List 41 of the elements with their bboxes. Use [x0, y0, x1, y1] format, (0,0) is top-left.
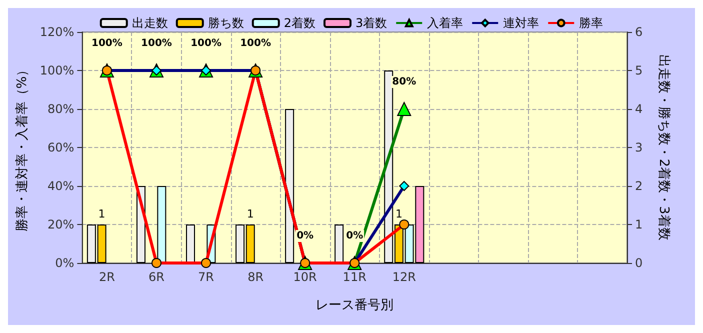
legend-label: 入着率 — [427, 16, 464, 30]
y-tick-label: 0% — [55, 256, 74, 270]
legend-label: 勝率 — [579, 16, 604, 30]
data-label: 100% — [190, 38, 222, 49]
y2-tick-label: 3 — [635, 140, 643, 154]
x-tick-label: 7R — [198, 270, 214, 284]
y2-tick-label: 1 — [635, 218, 643, 232]
legend-label: 連対率 — [503, 16, 540, 30]
data-label: 0% — [296, 230, 314, 242]
legend-label: 勝ち数 — [208, 16, 244, 30]
y2-tick-label: 4 — [635, 102, 643, 116]
legend-label: 3着数 — [356, 16, 388, 30]
data-label: 100% — [141, 38, 172, 49]
x-axis-title: レース番号別 — [316, 298, 394, 313]
legend-label: 出走数 — [132, 16, 168, 30]
x-tick-label: 6R — [148, 270, 164, 284]
y-tick-label: 60% — [48, 140, 74, 154]
x-tick-label: 2R — [98, 270, 115, 284]
y-tick-label: 40% — [48, 179, 74, 193]
data-label: 1 — [98, 208, 106, 220]
x-tick-label: 8R — [248, 270, 264, 284]
y-tick-label: 120% — [40, 25, 74, 39]
y2-tick-label: 0 — [635, 256, 643, 270]
data-label: 0% — [346, 230, 364, 242]
x-tick-label: 10R — [293, 270, 317, 284]
data-label: 80% — [392, 76, 416, 88]
y-tick-label: 100% — [40, 64, 74, 78]
x-tick-label: 11R — [342, 270, 366, 284]
y-axis-title: 勝率・連対率・入着率（%） — [14, 63, 30, 232]
y2-tick-label: 2 — [635, 179, 643, 193]
x-tick-label: 12R — [392, 270, 416, 284]
y2-tick-label: 6 — [635, 25, 643, 39]
y-tick-label: 80% — [48, 102, 74, 116]
data-label: 1 — [246, 208, 254, 220]
y2-axis-title: 出走数・勝ち数・2着数・3着数 — [656, 54, 672, 240]
data-label: 1 — [395, 208, 402, 220]
data-label: 100% — [92, 38, 122, 49]
y-tick-label: 20% — [48, 218, 74, 232]
legend-label: 2着数 — [284, 16, 316, 30]
data-label: 100% — [240, 38, 272, 49]
y2-tick-label: 5 — [635, 64, 643, 78]
